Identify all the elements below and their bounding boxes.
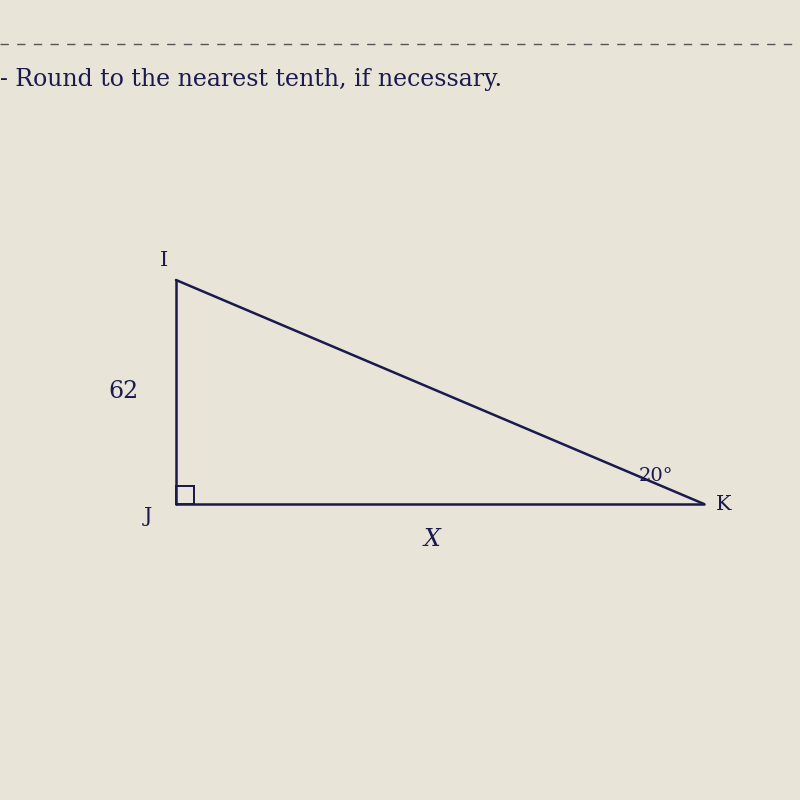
Text: J: J bbox=[144, 506, 152, 526]
Text: I: I bbox=[160, 250, 168, 270]
Text: - Round to the nearest tenth, if necessary.: - Round to the nearest tenth, if necessa… bbox=[0, 68, 502, 91]
Text: K: K bbox=[716, 494, 732, 514]
Bar bbox=[176, 486, 194, 504]
Text: 20°: 20° bbox=[638, 467, 674, 485]
Text: X: X bbox=[423, 529, 441, 551]
Text: 62: 62 bbox=[109, 381, 139, 403]
